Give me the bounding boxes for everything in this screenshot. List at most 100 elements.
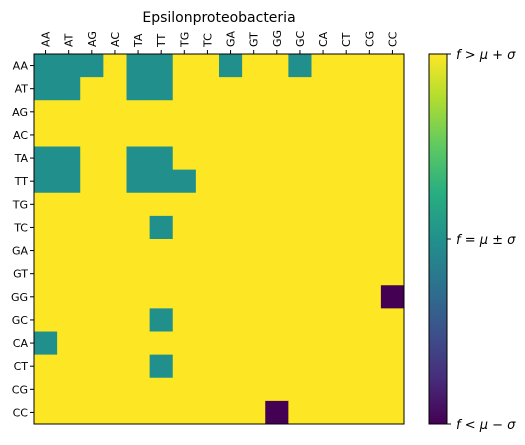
- y-tick-label: TT: [14, 175, 29, 188]
- heatmap-cell-TT-AG: [80, 169, 104, 194]
- heatmap-cell-TC-AG: [80, 215, 104, 240]
- heatmap-cell-TG-CG: [357, 192, 382, 217]
- heatmap-cell-AG-AT: [57, 100, 81, 124]
- heatmap-cell-CG-TG: [172, 377, 197, 402]
- heatmap-cell-CG-TT: [149, 377, 174, 402]
- heatmap-cell-AG-CG: [357, 100, 382, 124]
- heatmap-cell-CC-TC: [195, 400, 220, 425]
- heatmap-cell-AT-CC: [380, 77, 405, 101]
- heatmap-cell-AT-TG: [172, 77, 197, 101]
- heatmap-cell-AC-CG: [357, 123, 382, 147]
- heatmap-cell-GG-GA: [219, 285, 243, 309]
- heatmap-cell-GC-AT: [57, 308, 81, 332]
- heatmap-cell-GC-AA: [34, 308, 58, 332]
- x-tick-label: TG: [178, 32, 191, 48]
- heatmap-cell-GA-GC: [288, 239, 312, 263]
- heatmap-cell-CA-AA: [34, 331, 58, 356]
- heatmap-cell-AA-TA: [126, 54, 151, 78]
- heatmap-cell-GA-AT: [57, 239, 81, 263]
- heatmap-cell-GG-CC: [380, 285, 405, 309]
- heatmap-cell-TC-TG: [172, 215, 197, 240]
- heatmap-cell-CT-GC: [288, 354, 312, 379]
- heatmap-cell-GC-AC: [103, 308, 127, 332]
- heatmap-cell-CA-TG: [172, 331, 197, 356]
- heatmap-cell-TG-AA: [34, 192, 58, 217]
- heatmap-cell-TG-TA: [126, 192, 151, 217]
- colorbar-tick-label: f = μ ± σ: [456, 233, 516, 248]
- x-tick-label: AC: [109, 32, 122, 47]
- heatmap-cell-TG-AG: [80, 192, 104, 217]
- heatmap-cell-AG-TC: [195, 100, 220, 124]
- heatmap-cell-CG-CG: [357, 377, 382, 402]
- x-tick-label: AG: [86, 31, 99, 47]
- y-tick-label: TC: [13, 221, 28, 234]
- heatmap-cell-AC-TA: [126, 123, 151, 147]
- heatmap-cell-CT-TG: [172, 354, 197, 379]
- heatmap-cell-GG-AT: [57, 285, 81, 309]
- heatmap-cell-AA-AG: [80, 54, 104, 78]
- heatmap-cell-CG-CC: [380, 377, 405, 402]
- heatmap-cell-TG-AT: [57, 192, 81, 217]
- heatmap-cell-AG-TT: [149, 100, 174, 124]
- heatmap-cell-CC-GG: [265, 400, 289, 425]
- x-axis-ticks: AA AT AG AC TA TT TG TC GA GT GG GC CA CT CG CC: [40, 30, 399, 54]
- heatmap-cell-AC-AG: [80, 123, 104, 147]
- heatmap-cell-TG-TT: [149, 192, 174, 217]
- heatmap-cell-TT-TC: [195, 169, 220, 194]
- heatmap-cell-CT-CT: [334, 354, 359, 379]
- heatmap-cell-TG-GT: [242, 192, 266, 217]
- heatmap-cell-TA-CT: [334, 146, 359, 171]
- x-tick-label: AT: [63, 33, 76, 47]
- heatmap-cell-GA-TG: [172, 239, 197, 263]
- y-tick-label: CC: [13, 406, 29, 419]
- heatmap-cell-GA-AA: [34, 239, 58, 263]
- heatmap-cell-TT-CG: [357, 169, 382, 194]
- heatmap-cell-AC-CT: [334, 123, 359, 147]
- heatmap-cell-TC-GC: [288, 215, 312, 240]
- y-tick-label: GG: [11, 291, 28, 304]
- heatmap-cell-TA-GT: [242, 146, 266, 171]
- heatmap-cell-TT-CT: [334, 169, 359, 194]
- heatmap-cell-AT-CG: [357, 77, 382, 101]
- heatmap-cell-GC-CT: [334, 308, 359, 332]
- heatmap-cell-TA-AG: [80, 146, 104, 171]
- heatmap-cell-AG-CC: [380, 100, 405, 124]
- heatmap-cell-GC-CG: [357, 308, 382, 332]
- heatmap-cell-GA-GT: [242, 239, 266, 263]
- heatmap-cell-GC-GA: [219, 308, 243, 332]
- heatmap-cell-AC-CC: [380, 123, 405, 147]
- heatmap-cell-TC-GT: [242, 215, 266, 240]
- y-tick-label: CT: [14, 360, 29, 373]
- heatmap-cell-TA-TA: [126, 146, 151, 171]
- heatmap-cell-AA-TT: [149, 54, 174, 78]
- heatmap-cell-TA-AT: [57, 146, 81, 171]
- heatmap-cell-GG-CA: [311, 285, 336, 309]
- heatmap-cell-TC-AC: [103, 215, 127, 240]
- heatmap-cell-TA-GG: [265, 146, 289, 171]
- heatmap-cell-AT-CA: [311, 77, 336, 101]
- heatmap-cell-AG-GC: [288, 100, 312, 124]
- heatmap-cell-CT-GG: [265, 354, 289, 379]
- heatmap-cell-CT-AC: [103, 354, 127, 379]
- heatmap-cell-TT-GC: [288, 169, 312, 194]
- heatmap-cell-GG-GT: [242, 285, 266, 309]
- heatmap-cell-AG-TG: [172, 100, 197, 124]
- heatmap-cell-GC-GG: [265, 308, 289, 332]
- x-tick-label: GC: [294, 30, 307, 47]
- x-tick-label: AA: [40, 31, 53, 47]
- heatmap-cell-AA-CG: [357, 54, 382, 78]
- heatmap-cell-GA-CT: [334, 239, 359, 263]
- heatmap-cell-CG-AA: [34, 377, 58, 402]
- heatmap-cell-GG-TT: [149, 285, 174, 309]
- y-tick-label: GA: [12, 245, 29, 258]
- heatmap-cell-AT-TA: [126, 77, 151, 101]
- x-tick-label: CG: [363, 31, 376, 47]
- heatmap-cell-CT-AA: [34, 354, 58, 379]
- heatmap-cell-GC-TT: [149, 308, 174, 332]
- heatmap-cell-AG-TA: [126, 100, 151, 124]
- heatmap-cell-AT-AC: [103, 77, 127, 101]
- heatmap-cell-CA-TC: [195, 331, 220, 356]
- heatmap-cell-TG-TC: [195, 192, 220, 217]
- heatmap-cell-AC-TG: [172, 123, 197, 147]
